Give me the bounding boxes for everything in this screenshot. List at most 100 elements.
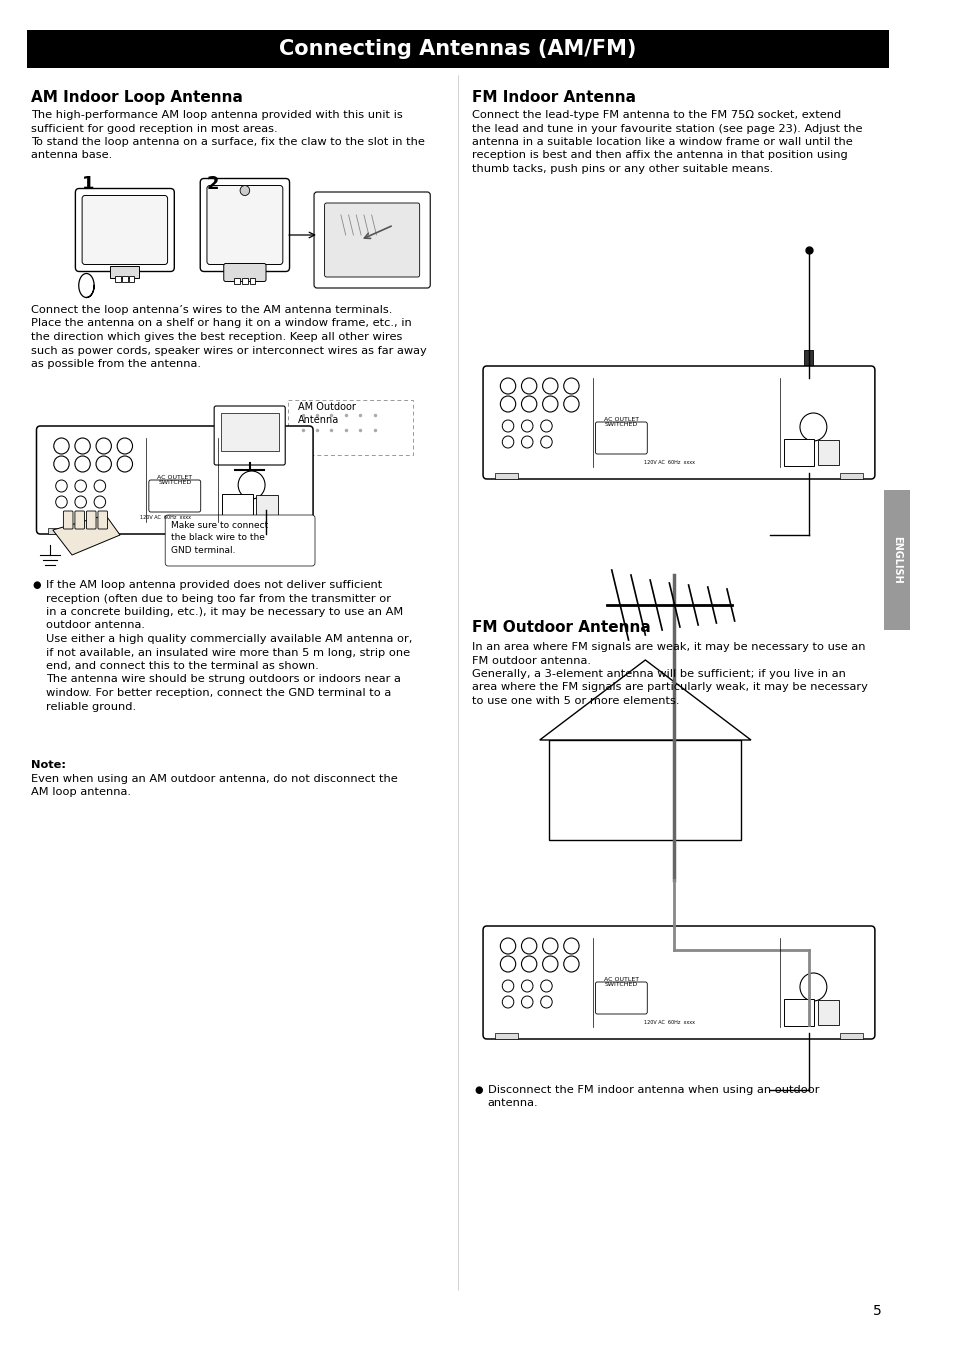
Text: FM outdoor antenna.: FM outdoor antenna. <box>472 656 591 666</box>
Text: The antenna wire should be strung outdoors or indoors near a: The antenna wire should be strung outdoo… <box>46 675 400 684</box>
Circle shape <box>563 938 578 954</box>
Text: reception is best and then affix the antenna in that position using: reception is best and then affix the ant… <box>472 150 847 161</box>
Circle shape <box>521 420 533 432</box>
Circle shape <box>563 378 578 394</box>
Circle shape <box>521 396 537 412</box>
Bar <box>48 528 71 535</box>
Circle shape <box>521 956 537 972</box>
Text: 2: 2 <box>206 176 219 193</box>
Circle shape <box>800 973 826 1000</box>
Bar <box>242 278 248 283</box>
Circle shape <box>117 456 132 472</box>
Circle shape <box>501 996 514 1008</box>
Circle shape <box>75 495 87 508</box>
Text: 120V AC  60Hz  xxxx: 120V AC 60Hz xxxx <box>643 1021 694 1025</box>
Text: 120V AC  60Hz  xxxx: 120V AC 60Hz xxxx <box>139 514 191 520</box>
Circle shape <box>540 420 552 432</box>
Bar <box>803 350 813 366</box>
Circle shape <box>55 481 67 491</box>
FancyBboxPatch shape <box>75 189 174 271</box>
FancyBboxPatch shape <box>782 999 814 1026</box>
Bar <box>250 278 255 283</box>
Circle shape <box>540 436 552 448</box>
Circle shape <box>55 495 67 508</box>
FancyBboxPatch shape <box>165 514 314 566</box>
Text: 5: 5 <box>872 1304 881 1318</box>
Text: Generally, a 3-element antenna will be sufficient; if you live in an: Generally, a 3-element antenna will be s… <box>472 670 845 679</box>
Text: AC OUTLET
SWITCHED: AC OUTLET SWITCHED <box>603 976 639 987</box>
Text: Disconnect the FM indoor antenna when using an outdoor: Disconnect the FM indoor antenna when us… <box>487 1085 819 1095</box>
FancyBboxPatch shape <box>75 512 85 529</box>
Text: AC OUTLET
SWITCHED: AC OUTLET SWITCHED <box>603 417 639 428</box>
Text: Connect the loop antenna’s wires to the AM antenna terminals.: Connect the loop antenna’s wires to the … <box>30 305 392 315</box>
Circle shape <box>53 456 69 472</box>
FancyBboxPatch shape <box>595 423 646 454</box>
Circle shape <box>499 938 516 954</box>
Text: Connecting Antennas (AM/FM): Connecting Antennas (AM/FM) <box>279 39 636 59</box>
FancyBboxPatch shape <box>98 512 108 529</box>
Circle shape <box>542 378 558 394</box>
Circle shape <box>501 436 514 448</box>
Bar <box>27 30 888 68</box>
Bar <box>122 275 128 282</box>
Circle shape <box>521 436 533 448</box>
Bar <box>549 740 740 840</box>
Text: The high-performance AM loop antenna provided with this unit is: The high-performance AM loop antenna pro… <box>30 109 402 120</box>
Circle shape <box>563 956 578 972</box>
Text: antenna in a suitable location like a window frame or wall until the: antenna in a suitable location like a wi… <box>472 136 852 147</box>
Circle shape <box>238 471 265 500</box>
Circle shape <box>75 481 87 491</box>
Bar <box>129 275 134 282</box>
FancyBboxPatch shape <box>149 481 200 512</box>
Bar <box>111 266 139 278</box>
Text: 1: 1 <box>82 176 94 193</box>
Bar <box>494 1033 517 1040</box>
Circle shape <box>499 956 516 972</box>
Bar <box>278 528 301 535</box>
Circle shape <box>521 938 537 954</box>
Circle shape <box>501 420 514 432</box>
Text: In an area where FM signals are weak, it may be necessary to use an: In an area where FM signals are weak, it… <box>472 643 865 652</box>
Text: Make sure to connect
the black wire to the
GND terminal.: Make sure to connect the black wire to t… <box>171 521 268 555</box>
Circle shape <box>521 996 533 1008</box>
FancyBboxPatch shape <box>324 202 419 277</box>
Bar <box>221 413 278 451</box>
Polygon shape <box>52 514 120 555</box>
Text: Even when using an AM outdoor antenna, do not disconnect the: Even when using an AM outdoor antenna, d… <box>30 774 397 783</box>
Circle shape <box>240 185 250 196</box>
Text: AM Outdoor
Antenna: AM Outdoor Antenna <box>297 402 355 425</box>
Text: Use either a high quality commercially available AM antenna or,: Use either a high quality commercially a… <box>46 634 412 644</box>
Circle shape <box>117 437 132 454</box>
Circle shape <box>542 938 558 954</box>
FancyBboxPatch shape <box>213 406 285 464</box>
Circle shape <box>96 456 112 472</box>
FancyBboxPatch shape <box>87 512 96 529</box>
Text: If the AM loop antenna provided does not deliver sufficient: If the AM loop antenna provided does not… <box>46 580 382 590</box>
Text: AM loop antenna.: AM loop antenna. <box>30 787 131 796</box>
FancyBboxPatch shape <box>482 366 874 479</box>
Text: antenna.: antenna. <box>487 1099 537 1108</box>
Text: Place the antenna on a shelf or hang it on a window frame, etc., in: Place the antenna on a shelf or hang it … <box>30 319 411 328</box>
Bar <box>882 490 909 630</box>
Circle shape <box>542 396 558 412</box>
Text: sufficient for good reception in most areas.: sufficient for good reception in most ar… <box>30 123 277 134</box>
Polygon shape <box>539 660 750 740</box>
Text: reception (often due to being too far from the transmitter or: reception (often due to being too far fr… <box>46 594 391 603</box>
Bar <box>840 1033 862 1040</box>
Circle shape <box>53 437 69 454</box>
Bar <box>818 1000 839 1025</box>
FancyBboxPatch shape <box>314 192 430 288</box>
Text: if not available, an insulated wire more than 5 m long, strip one: if not available, an insulated wire more… <box>46 648 410 657</box>
Circle shape <box>501 980 514 992</box>
Circle shape <box>499 396 516 412</box>
Circle shape <box>540 980 552 992</box>
Text: end, and connect this to the terminal as shown.: end, and connect this to the terminal as… <box>46 662 318 671</box>
Circle shape <box>540 996 552 1008</box>
FancyBboxPatch shape <box>200 178 290 271</box>
Circle shape <box>96 437 112 454</box>
Text: window. For better reception, connect the GND terminal to a: window. For better reception, connect th… <box>46 688 391 698</box>
Circle shape <box>94 495 106 508</box>
Text: Note:: Note: <box>30 760 66 770</box>
Text: thumb tacks, push pins or any other suitable means.: thumb tacks, push pins or any other suit… <box>472 163 773 174</box>
Text: to use one with 5 or more elements.: to use one with 5 or more elements. <box>472 697 679 706</box>
